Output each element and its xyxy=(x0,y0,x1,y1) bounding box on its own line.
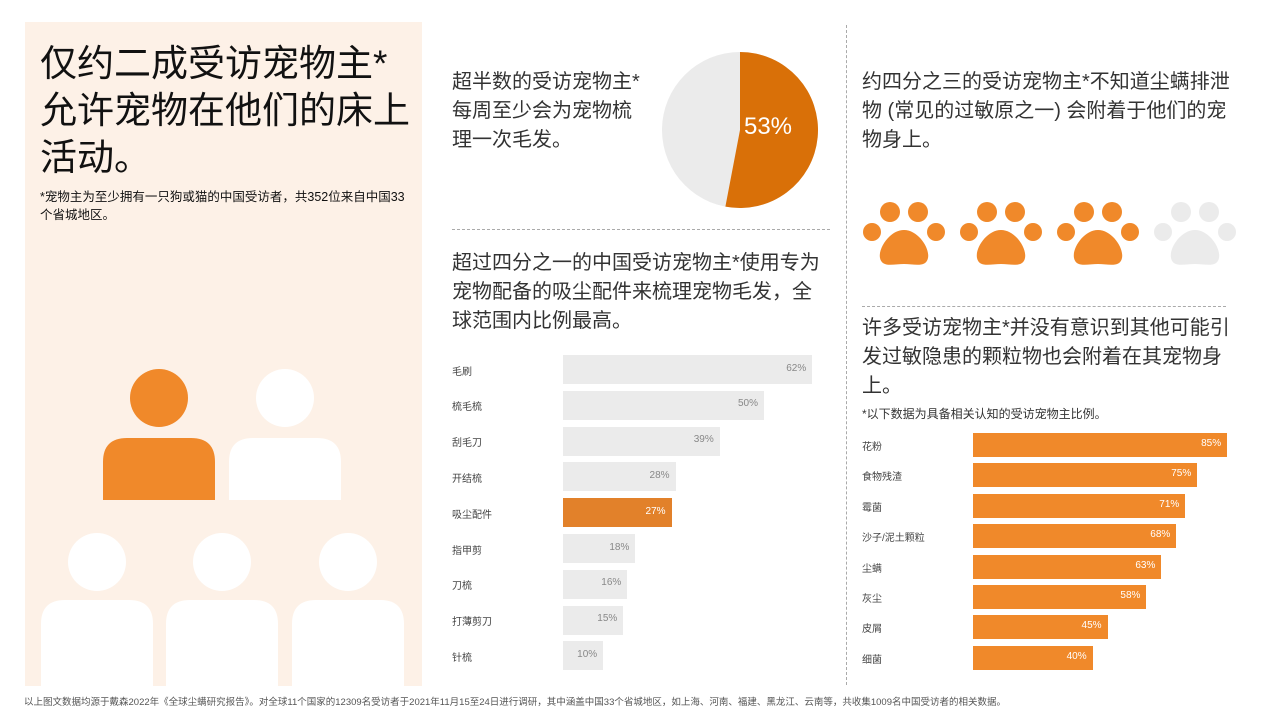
bar-value-label: 63% xyxy=(1135,559,1156,571)
bar-value-label: 85% xyxy=(1201,438,1222,449)
bar xyxy=(563,605,624,635)
chart-title-particles: 许多受访宠物主*并没有意识到其他可能引发过敏隐患的颗粒物也会附着在其宠物身上。 xyxy=(862,317,1230,397)
people-illustration xyxy=(41,369,404,686)
grooming-tools-bar-chart: 毛刷 62% 梳毛梳 50% 刮毛刀 39% 开结梳 28% 吸尘配件 27% 指甲剪 18% 刀梳 16… xyxy=(452,350,822,680)
bar xyxy=(563,390,764,420)
bar-category-label: 刮毛刀 xyxy=(452,438,482,450)
bar-value-label: 16% xyxy=(601,577,622,589)
footnote: *宠物主为至少拥有一只狗或猫的中国受访者，共352位来自中国33个省城地区。 xyxy=(40,190,405,222)
bar-value-label: 45% xyxy=(1081,620,1102,632)
divider xyxy=(846,25,847,685)
paw-rating xyxy=(862,200,1242,270)
person-icon xyxy=(229,369,341,500)
pie-value-label: 53% xyxy=(744,113,792,140)
bar-value-label: 58% xyxy=(1120,590,1141,601)
paw-icon xyxy=(1154,202,1236,265)
person-icon xyxy=(166,533,278,686)
bar-category-label: 灰尘 xyxy=(862,594,882,605)
paw-icon xyxy=(960,202,1042,265)
bar-value-label: 62% xyxy=(786,362,807,374)
person-icon xyxy=(41,533,153,686)
left-panel: 仅约二成受访宠物主*允许宠物在他们的床上活动。 *宠物主为至少拥有一只狗或猫的中… xyxy=(25,22,422,686)
bar-category-label: 打薄剪刀 xyxy=(452,617,492,629)
paw-icon xyxy=(1057,202,1139,265)
paw-icon xyxy=(863,202,945,265)
bar-value-label: 50% xyxy=(737,398,758,410)
bar-category-label: 花粉 xyxy=(862,442,882,453)
bar xyxy=(973,615,1108,640)
bar-value-label: 15% xyxy=(597,613,618,625)
bar-value-label: 40% xyxy=(1066,650,1087,662)
bar-category-label: 细菌 xyxy=(862,654,882,666)
bar xyxy=(563,641,604,671)
bar xyxy=(563,462,676,492)
bar xyxy=(973,433,1228,457)
bar xyxy=(563,355,813,384)
bar-value-label: 28% xyxy=(649,469,670,481)
bar-category-label: 皮屑 xyxy=(862,624,882,636)
page-title: 仅约二成受访宠物主*允许宠物在他们的床上活动。 xyxy=(40,43,410,178)
bar xyxy=(563,569,628,599)
bar xyxy=(973,554,1162,579)
bar-category-label: 毛刷 xyxy=(452,366,472,378)
bar xyxy=(973,645,1093,670)
footer-source: 以上图文数据均源于戴森2022年《全球尘螨研究报告》。对全球11个国家的1230… xyxy=(24,697,1006,708)
bar-value-label: 75% xyxy=(1171,468,1192,480)
person-icon xyxy=(292,533,404,686)
bar-category-label: 食物残渣 xyxy=(862,472,902,484)
person-icon-highlighted xyxy=(103,369,215,500)
bar xyxy=(563,498,672,528)
bar xyxy=(563,426,720,456)
dust-mite-stat-text: 约四分之三的受访宠物主*不知道尘螨排泄物 (常见的过敏原之一) 会附着于他们的宠… xyxy=(862,71,1230,151)
divider xyxy=(862,306,1226,307)
divider xyxy=(452,229,830,230)
bar-category-label: 沙子/泥土颗粒 xyxy=(862,533,925,545)
pie-slice-53 xyxy=(725,52,818,208)
bar-category-label: 尘螨 xyxy=(862,563,882,575)
bar-value-label: 27% xyxy=(645,505,666,517)
grooming-stat-text: 超半数的受访宠物主*每周至少会为宠物梳理一次毛发。 xyxy=(452,71,640,151)
bar-category-label: 针梳 xyxy=(452,652,472,664)
bar xyxy=(973,493,1186,518)
grooming-pie-chart: 53% xyxy=(662,52,818,208)
bar-category-label: 刀梳 xyxy=(452,581,472,593)
chart-title-grooming-tools: 超过四分之一的中国受访宠物主*使用专为宠物配备的吸尘配件来梳理宠物毛发，全球范围… xyxy=(452,252,820,332)
bar xyxy=(973,524,1177,549)
bar-category-label: 吸尘配件 xyxy=(452,509,492,521)
bar-value-label: 18% xyxy=(609,541,630,553)
bar-value-label: 10% xyxy=(577,648,598,660)
bar-value-label: 68% xyxy=(1150,529,1171,541)
bar xyxy=(563,534,636,563)
bar-category-label: 梳毛梳 xyxy=(452,402,482,414)
particles-bar-chart: 花粉 85% 食物残渣 75% 霉菌 71% 沙子/泥土颗粒 68% 尘螨 63% 灰尘 58% 皮屑 4… xyxy=(862,430,1242,680)
bar xyxy=(973,463,1198,488)
bar-value-label: 71% xyxy=(1159,498,1180,510)
chart-subtitle-particles: *以下数据为具备相关认知的受访宠物主比例。 xyxy=(862,407,1107,421)
bar-category-label: 霉菌 xyxy=(862,502,882,514)
bar-category-label: 开结梳 xyxy=(452,473,482,485)
bar xyxy=(973,585,1147,609)
bar-value-label: 39% xyxy=(693,434,714,446)
bar-category-label: 指甲剪 xyxy=(452,545,482,557)
